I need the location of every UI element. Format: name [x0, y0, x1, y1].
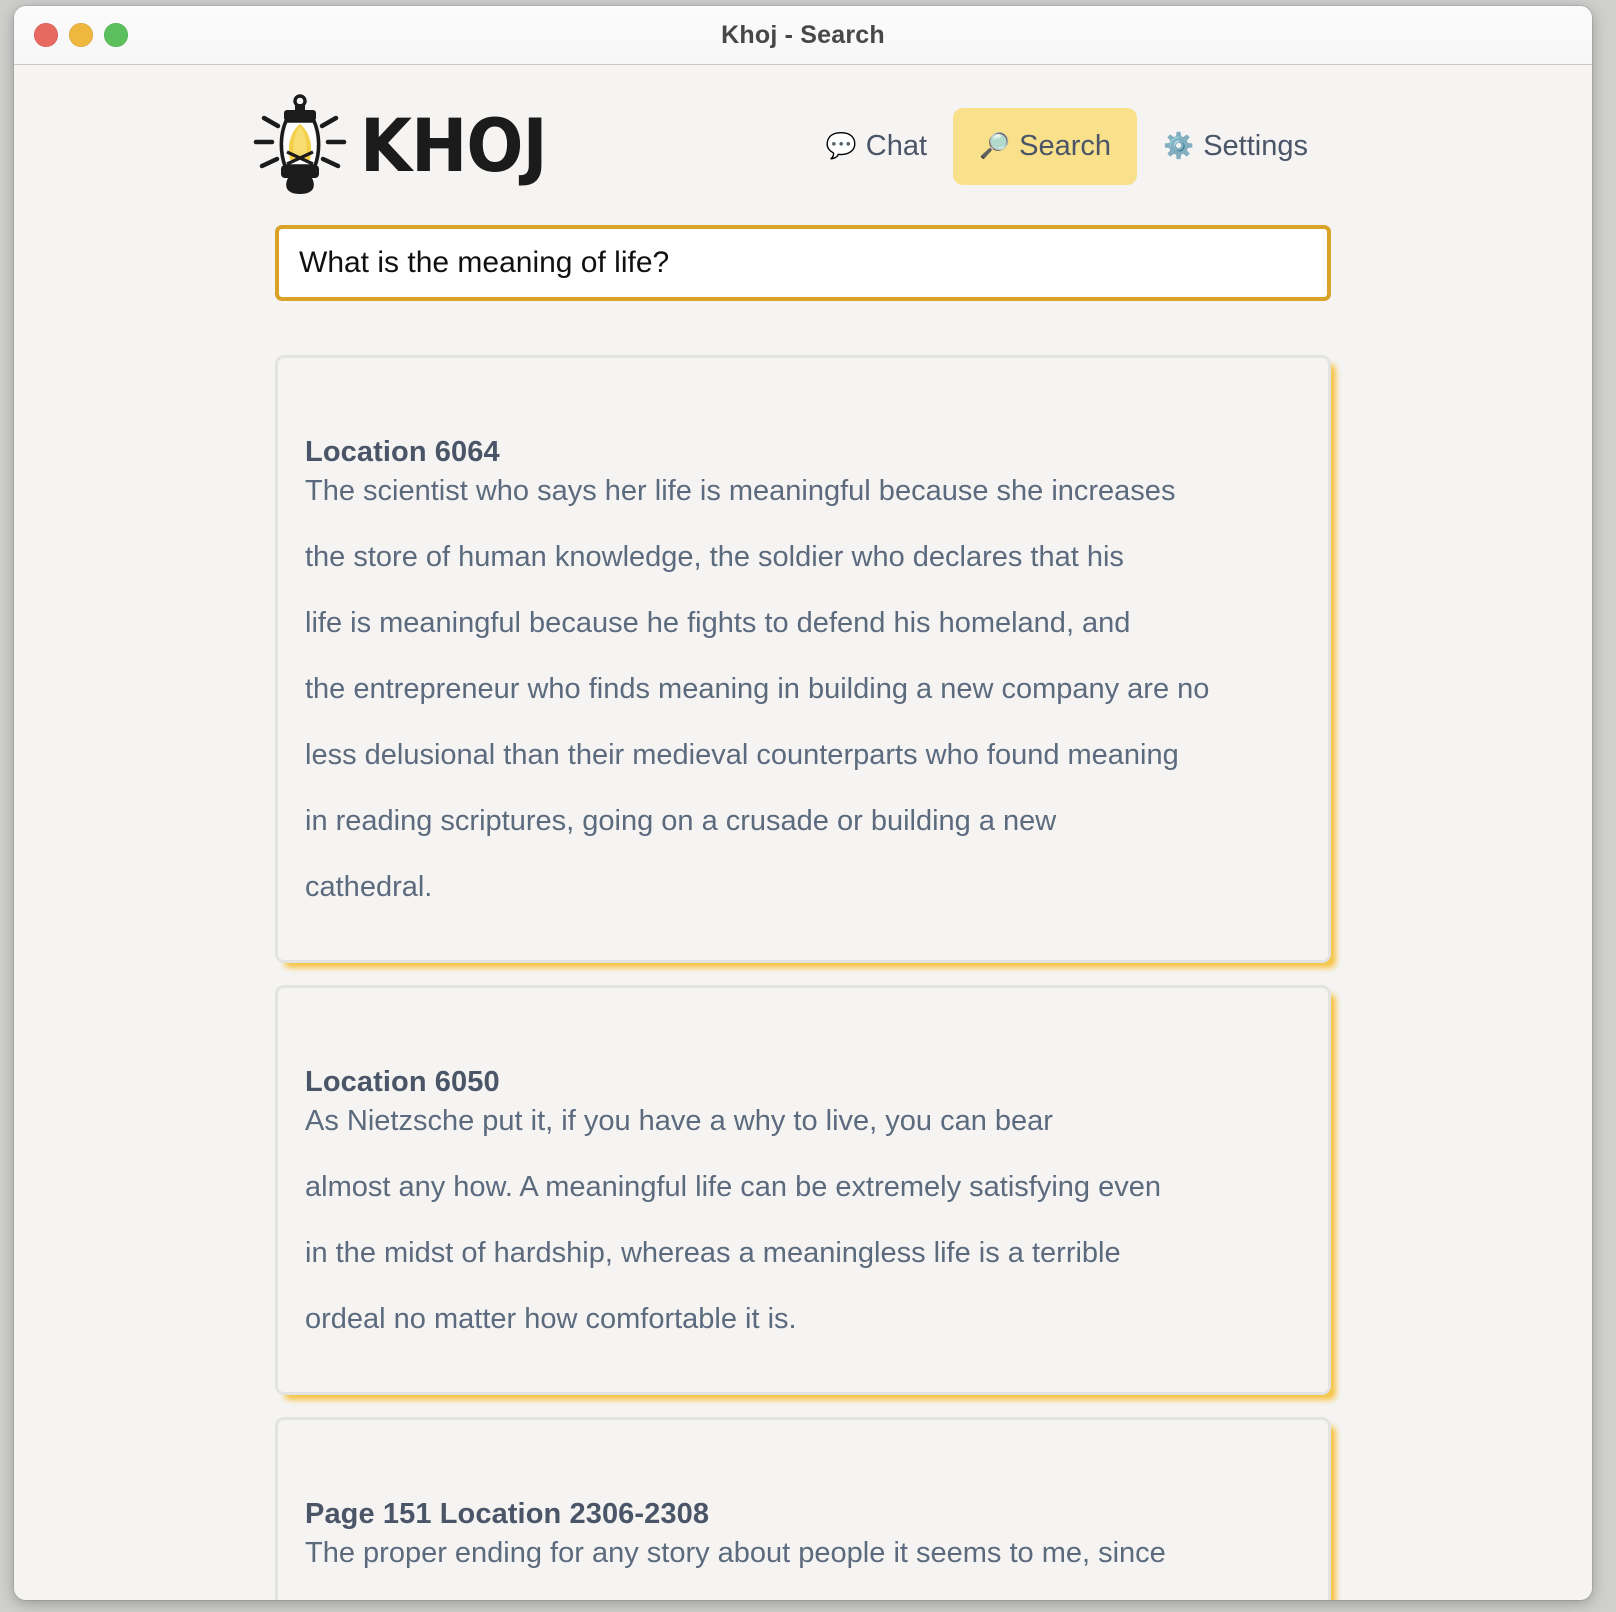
window-titlebar: Khoj - Search [14, 6, 1592, 65]
page-body: KHOJ 💬 Chat 🔎 Search ⚙️ Settings [14, 65, 1592, 1600]
app-header: KHOJ 💬 Chat 🔎 Search ⚙️ Settings [14, 65, 1592, 201]
result-card[interactable]: Location 6064 The scientist who says her… [275, 355, 1331, 963]
result-card[interactable]: Page 151 Location 2306-2308 The proper e… [275, 1417, 1331, 1600]
maximize-button[interactable] [104, 23, 128, 47]
nav-label-search: Search [1019, 129, 1112, 162]
result-line: cathedral. [305, 871, 433, 903]
brand-wordmark: KHOJ [360, 103, 548, 189]
result-card[interactable]: Location 6050 As Nietzsche put it, if yo… [275, 985, 1331, 1395]
result-line: As Nietzsche put it, if you have a why t… [305, 1105, 1053, 1137]
magnifier-icon: 🔎 [979, 131, 1011, 160]
close-button[interactable] [34, 23, 58, 47]
nav-item-search[interactable]: 🔎 Search [953, 107, 1138, 185]
window-title: Khoj - Search [721, 20, 885, 49]
result-title: Location 6050 [305, 1066, 500, 1098]
chat-bubble-icon: 💬 [825, 131, 857, 160]
result-line: the store of human knowledge, the soldie… [305, 541, 1124, 573]
gear-icon: ⚙️ [1163, 131, 1195, 160]
brand-logo[interactable]: KHOJ [240, 90, 563, 202]
search-results: Location 6064 The scientist who says her… [14, 355, 1592, 1600]
app-window: Khoj - Search [14, 6, 1592, 1600]
result-line: The scientist who says her life is meani… [305, 475, 1176, 507]
search-bar [14, 225, 1592, 301]
result-title: Location 6064 [305, 436, 500, 468]
result-line: in the midst of hardship, whereas a mean… [305, 1237, 1121, 1269]
result-line: less delusional than their medieval coun… [305, 739, 1179, 771]
result-line: life is meaningful because he fights to … [305, 607, 1131, 639]
window-controls [34, 6, 128, 64]
nav-item-chat[interactable]: 💬 Chat [800, 108, 953, 185]
result-line: the entrepreneur who finds meaning in bu… [305, 673, 1210, 705]
page-content: KHOJ 💬 Chat 🔎 Search ⚙️ Settings [14, 65, 1592, 1600]
search-input[interactable] [275, 225, 1331, 301]
result-line: in reading scriptures, going on a crusad… [305, 805, 1057, 837]
result-line: ordeal no matter how comfortable it is. [305, 1303, 797, 1335]
result-line: almost any how. A meaningful life can be… [305, 1171, 1161, 1203]
nav-label-settings: Settings [1203, 129, 1308, 162]
nav-item-settings[interactable]: ⚙️ Settings [1137, 108, 1334, 185]
result-title: Page 151 Location 2306-2308 [305, 1498, 710, 1530]
main-nav: 💬 Chat 🔎 Search ⚙️ Settings [800, 107, 1334, 185]
minimize-button[interactable] [69, 23, 93, 47]
nav-label-chat: Chat [865, 129, 928, 162]
result-line: The proper ending for any story about pe… [305, 1537, 1166, 1569]
lantern-icon [240, 90, 358, 202]
